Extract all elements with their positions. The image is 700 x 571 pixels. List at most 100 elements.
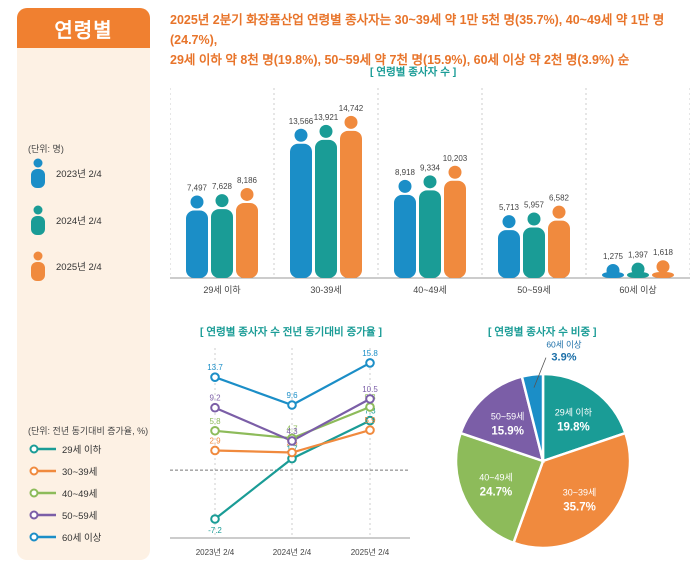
bar-value-label: 10,203 [443, 154, 468, 163]
line-legend-label: 29세 이하 [62, 445, 102, 456]
bar-head [423, 175, 437, 189]
bar-value-label: 9,334 [420, 163, 441, 172]
bar-category-label: 40~49세 [413, 285, 447, 295]
bar-person [652, 260, 674, 278]
pie-slice-label: 29세 이하 [555, 408, 593, 418]
line-value-label: 2.9 [209, 436, 221, 445]
line-legend-item: 30~39세 [28, 464, 97, 478]
bar [498, 230, 520, 278]
bar-person [290, 128, 312, 278]
bar [419, 190, 441, 278]
line-marker-icon [29, 466, 56, 476]
bar [394, 194, 416, 278]
line-marker-icon [29, 532, 56, 542]
line-value-label: -7.2 [208, 526, 222, 535]
pie-slice-label: 30~39세 [563, 487, 597, 497]
line-marker-icon [29, 444, 56, 454]
bar [211, 209, 233, 278]
bar-category-label: 50~59세 [517, 285, 551, 295]
bar-category-label: 60세 이상 [619, 285, 656, 295]
line-point [365, 415, 375, 426]
pie-chart: 29세 이하 19.8% 30~39세 35.7% 40~49세 24.7% 50~59세 1… [454, 340, 632, 550]
bar-head [294, 128, 308, 142]
bar-value-label: 5,713 [499, 203, 520, 212]
sidebar-panel [17, 8, 150, 560]
bar-value-label: 7,497 [187, 184, 208, 193]
bar-value-label: 7,628 [212, 182, 233, 191]
bar-legend-label: 2024년 2/4 [56, 216, 102, 227]
line-x-tick-label: 2024년 2/4 [273, 547, 312, 557]
line-point [210, 372, 220, 382]
bar-head [240, 187, 254, 201]
bar [236, 202, 258, 278]
line-legend-item: 29세 이하 [28, 442, 101, 456]
bar-legend-label: 2023년 2/4 [56, 169, 102, 180]
line-point [365, 402, 375, 412]
line-point [210, 514, 220, 524]
bar-value-label: 1,275 [603, 252, 624, 261]
bar [186, 210, 208, 278]
headline-line-1: 2025년 2분기 화장품산업 연령별 종사자는 30~39세 약 1만 5천 … [170, 13, 665, 47]
line-legend-item: 60세 이상 [28, 530, 101, 544]
line-point [210, 402, 220, 413]
bar-person [444, 165, 466, 278]
legend-marker [29, 466, 39, 476]
bar-value-label: 13,921 [314, 113, 339, 122]
bar-legend-label: 2025년 2/4 [56, 262, 102, 273]
pie-slice-label: 50~59세 [491, 412, 525, 422]
legend-marker [29, 510, 39, 520]
headline: 2025년 2분기 화장품산업 연령별 종사자는 30~39세 약 1만 5천 … [170, 10, 690, 70]
bar [444, 180, 466, 278]
bar-person [548, 205, 570, 278]
line-point [210, 425, 220, 436]
bar-legend-2023: 2023년 2/4 [28, 158, 102, 188]
line-point [287, 447, 297, 458]
line-marker-icon [29, 488, 56, 498]
bar [290, 143, 312, 278]
bar-person [211, 194, 233, 278]
bar-value-label: 8,918 [395, 168, 416, 177]
bar-value-label: 1,397 [628, 251, 649, 260]
bar-person [340, 115, 362, 278]
pie-slice [511, 431, 632, 550]
legend-marker [29, 488, 39, 498]
bar-head [215, 194, 229, 208]
person-icon [31, 205, 45, 235]
line-point [287, 436, 297, 446]
bar-person [498, 215, 520, 278]
bar-person [315, 124, 337, 278]
bar-person [394, 179, 416, 278]
section-tab-title: 연령별 [17, 8, 150, 48]
line-point [287, 400, 297, 410]
line-value-label: 15.8 [362, 349, 378, 358]
bar-legend-2024: 2024년 2/4 [28, 205, 102, 235]
line-value-label: 5.9 [364, 416, 376, 425]
pie-leader-line [533, 357, 547, 388]
bar [548, 220, 570, 278]
bar-value-label: 13,566 [289, 117, 314, 126]
bar [602, 272, 624, 278]
bar-chart-title: [ 연령별 종사자 수 ] [370, 66, 457, 78]
legend-marker [29, 444, 39, 454]
bar-person [186, 195, 208, 278]
bar-person [523, 212, 545, 278]
line-value-label: 10.5 [362, 385, 378, 394]
line-value-label: 5.8 [209, 417, 221, 426]
bar [523, 227, 545, 278]
bar-category-label: 29세 이하 [203, 285, 241, 295]
bar-head [319, 124, 333, 138]
headline-line-2: 29세 이하 약 8천 명(19.8%), 50~59세 약 7천 명(15.9… [170, 53, 630, 67]
bar-head [448, 165, 462, 179]
person-icon [31, 158, 45, 188]
pie-slice [459, 375, 545, 463]
bar [627, 272, 649, 278]
pie-slice-value: 19.8% [557, 422, 590, 434]
bar-person [627, 262, 649, 278]
bar-person [602, 263, 624, 278]
line-legend-label: 60세 이상 [62, 533, 102, 544]
pie-slice-value: 35.7% [563, 501, 596, 513]
legend-marker [29, 532, 39, 542]
pie-slice-value: 15.9% [491, 426, 524, 438]
line-value-label: 4.7 [286, 424, 298, 433]
